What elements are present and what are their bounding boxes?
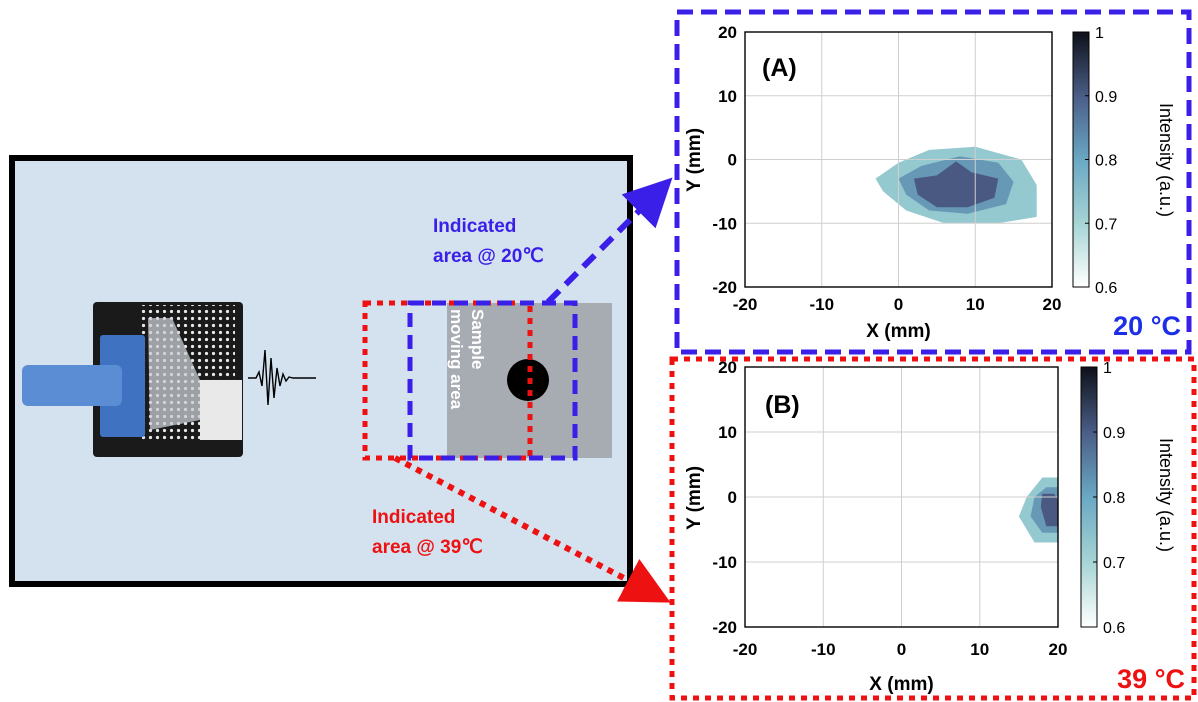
contour-0.9 [1040,493,1058,527]
colorbar-tick-label: 1 [1103,360,1112,377]
y-tick-label: -10 [712,214,737,233]
red-indicated-area [362,300,533,461]
x-tick-label: 20 [1043,295,1062,314]
colorbar-tick-label: 0.8 [1103,490,1125,507]
colorbar-tick-label: 0.9 [1095,89,1117,106]
plot-frame [744,366,1059,628]
x-tick-label: -20 [733,295,758,314]
panel-b: -20 -10 0 10 20 -20 -10 0 10 20 X (mm) Y (mm) (B) 0.6… [669,356,1197,701]
y-tick-label: 0 [728,488,737,507]
x-tick-label: 20 [1049,640,1068,659]
colorbar-label: Intensity (a.u.) [1156,103,1176,217]
x-tick-label: -20 [733,640,758,659]
setup-schematic: Sample moving area Indicated area @ 20℃ … [9,155,633,587]
y-tick-label: -10 [712,553,737,572]
sample-label: Sample moving area [447,309,487,410]
colorbar-tick-label: 0.6 [1095,280,1117,297]
colorbar-tick-label: 0.7 [1095,216,1117,233]
pulse-waveform [248,349,316,406]
panel-a: -20 -10 0 10 20 -20 -10 0 10 20 X (mm) Y (mm) (A) 0.6… [674,9,1192,355]
colorbar-tick-label: 0.9 [1103,425,1125,442]
panel-b-temperature: 39 °C [1117,664,1185,694]
x-tick-label: -10 [811,640,836,659]
contour-0.9 [913,161,999,208]
y-axis-label: Y (mm) [684,466,705,530]
x-axis-label: X (mm) [869,674,933,695]
colorbar-label: Intensity (a.u.) [1156,438,1176,552]
device-photo [93,302,243,457]
label-39c: Indicated area @ 39℃ [372,507,483,558]
panel-a-temperature: 20 °C [1113,311,1181,341]
y-tick-label: -20 [712,278,737,297]
colorbar-tick-label: 1 [1095,25,1104,42]
panel-a-border [674,9,1192,355]
panel-label: (B) [765,391,800,419]
y-tick-label: 0 [728,151,737,170]
y-tick-label: 20 [718,23,737,42]
heatmap-a: -20 -10 0 10 20 -20 -10 0 10 20 X (mm) Y (mm) (A) 0.6… [684,23,1176,342]
panel-label: (A) [762,54,797,82]
x-tick-label: 0 [894,295,903,314]
x-tick-label: 10 [966,295,985,314]
colorbar-tick-label: 0.8 [1095,153,1117,170]
transducer-handle [22,365,122,406]
blue-arrow [545,177,673,305]
plot-frame [744,31,1053,288]
y-tick-label: 10 [718,87,737,106]
colorbar-tick-label: 0.6 [1103,620,1125,637]
x-tick-label: 0 [897,640,906,659]
label-20c: Indicated area @ 20℃ [433,216,544,267]
red-arrow [393,455,671,603]
heatmap-b: -20 -10 0 10 20 -20 -10 0 10 20 X (mm) Y (mm) (B) 0.6… [684,358,1176,695]
x-tick-label: -10 [809,295,834,314]
colorbar-tick-label: 0.7 [1103,555,1125,572]
y-axis-label: Y (mm) [684,128,705,192]
y-tick-label: 20 [718,358,737,377]
panel-b-border [669,356,1197,701]
x-tick-label: 10 [970,640,989,659]
x-axis-label: X (mm) [866,321,930,342]
y-tick-label: -20 [712,618,737,637]
y-tick-label: 10 [718,423,737,442]
blue-indicated-area [407,300,578,461]
